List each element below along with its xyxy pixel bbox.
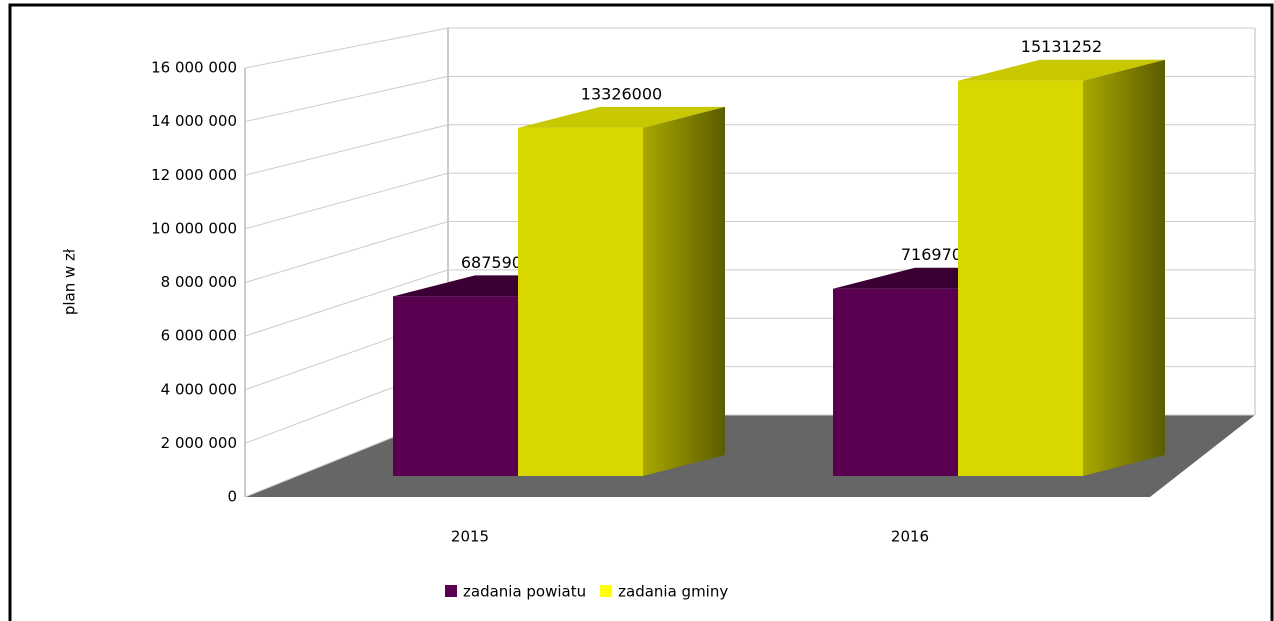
bar (833, 288, 958, 476)
value-label: 13326000 (581, 84, 662, 103)
value-label: 15131252 (1021, 37, 1102, 56)
bar-top (958, 59, 1165, 81)
bar (518, 127, 643, 477)
y-tick-label: 12 000 000 (151, 166, 237, 184)
bar-side (1083, 59, 1165, 476)
y-tick-label: 4 000 000 (161, 380, 237, 398)
x-tick-label: 2016 (891, 528, 929, 546)
x-tick-label: 2015 (451, 528, 489, 546)
legend-swatch (445, 585, 457, 597)
y-tick-label: 6 000 000 (161, 327, 237, 345)
value-label: 7169700 (901, 245, 972, 264)
bar-side (643, 106, 725, 477)
grid-line (244, 27, 1255, 69)
value-label: 6875900 (461, 253, 532, 272)
y-tick-label: 8 000 000 (161, 273, 237, 291)
y-tick-label: 0 (227, 488, 237, 506)
legend-label: zadania gminy (618, 583, 728, 601)
legend-label: zadania powiatu (463, 583, 586, 601)
bar-top (518, 106, 725, 128)
y-tick-label: 2 000 000 (161, 434, 237, 452)
bar (393, 296, 518, 476)
bar (958, 80, 1083, 476)
legend-swatch (600, 585, 613, 597)
y-tick-label: 14 000 000 (151, 112, 237, 130)
y-tick-label: 16 000 000 (151, 59, 237, 77)
y-tick-label: 10 000 000 (151, 219, 237, 237)
y-axis-label: plan w zł (61, 248, 79, 315)
